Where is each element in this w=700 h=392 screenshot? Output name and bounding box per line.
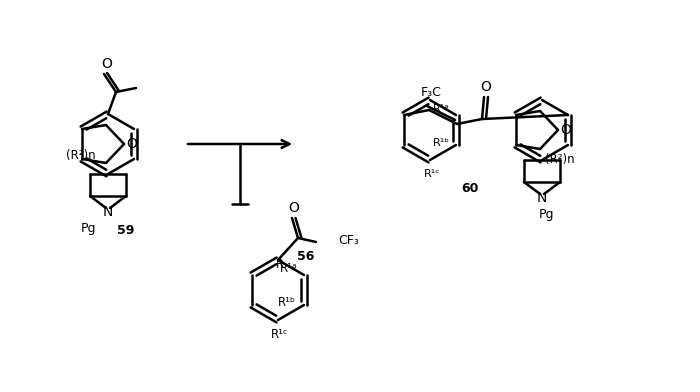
Text: 59: 59 xyxy=(118,223,134,236)
Text: R¹ᵃ: R¹ᵃ xyxy=(281,263,298,276)
Text: O: O xyxy=(288,201,300,215)
Text: 60: 60 xyxy=(461,181,479,194)
Text: Pg: Pg xyxy=(80,221,96,234)
Text: CF₃: CF₃ xyxy=(338,234,359,247)
Text: 56: 56 xyxy=(298,249,315,263)
Text: R¹ᵇ: R¹ᵇ xyxy=(278,296,296,310)
Text: (R²)n: (R²)n xyxy=(545,152,575,165)
Text: R¹ᵃ: R¹ᵃ xyxy=(433,104,450,114)
Text: R: R xyxy=(276,258,284,272)
Text: R¹ᵇ: R¹ᵇ xyxy=(433,138,450,148)
Text: O: O xyxy=(102,57,113,71)
Text: (R²)n: (R²)n xyxy=(66,149,96,162)
Text: F₃C: F₃C xyxy=(421,85,442,98)
Text: N: N xyxy=(103,205,113,219)
Text: R¹ᶜ: R¹ᶜ xyxy=(272,327,288,341)
Text: O: O xyxy=(561,123,571,137)
Text: N: N xyxy=(537,191,547,205)
Text: Pg: Pg xyxy=(538,207,554,221)
Text: R¹ᶜ: R¹ᶜ xyxy=(424,169,440,179)
Text: O: O xyxy=(127,137,137,151)
Text: O: O xyxy=(481,80,491,94)
